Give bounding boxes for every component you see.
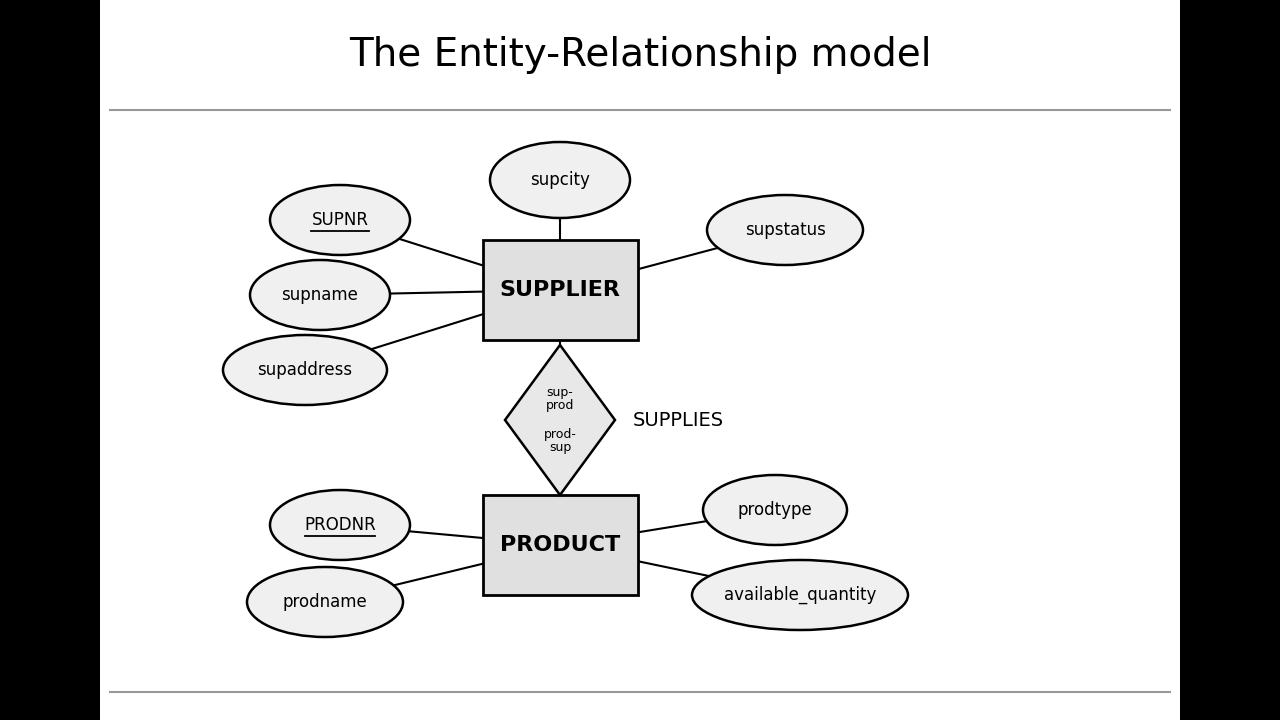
Bar (483, 495, 637, 595)
Text: available_quantity: available_quantity (723, 586, 877, 604)
Ellipse shape (270, 490, 410, 560)
Text: prod-
sup: prod- sup (544, 428, 576, 454)
Ellipse shape (692, 560, 908, 630)
Text: prodtype: prodtype (737, 501, 813, 519)
Text: SUPPLIER: SUPPLIER (499, 280, 621, 300)
Ellipse shape (490, 142, 630, 218)
Text: supname: supname (282, 286, 358, 304)
Text: supcity: supcity (530, 171, 590, 189)
Ellipse shape (223, 335, 387, 405)
Bar (1180, 0, 1280, 720)
Text: PRODUCT: PRODUCT (500, 535, 620, 555)
Bar (0, 0, 100, 720)
Text: SUPNR: SUPNR (311, 211, 369, 229)
Text: The Entity-Relationship model: The Entity-Relationship model (348, 36, 932, 74)
Ellipse shape (270, 185, 410, 255)
Text: PRODNR: PRODNR (305, 516, 376, 534)
Ellipse shape (247, 567, 403, 637)
Text: supstatus: supstatus (745, 221, 826, 239)
Text: supaddress: supaddress (257, 361, 352, 379)
Bar (483, 240, 637, 340)
Ellipse shape (250, 260, 390, 330)
Text: sup-
prod: sup- prod (545, 386, 575, 412)
Ellipse shape (703, 475, 847, 545)
Polygon shape (506, 345, 614, 495)
Text: SUPPLIES: SUPPLIES (634, 410, 724, 430)
Ellipse shape (707, 195, 863, 265)
Text: prodname: prodname (283, 593, 367, 611)
